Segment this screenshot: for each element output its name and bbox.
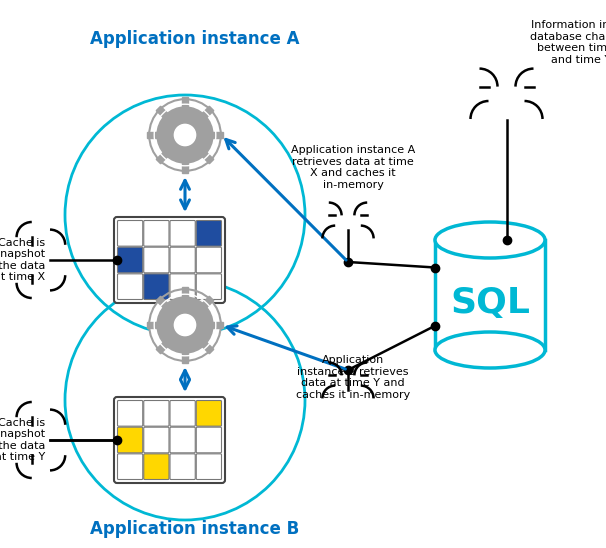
- FancyBboxPatch shape: [118, 220, 143, 246]
- Polygon shape: [156, 106, 168, 118]
- Text: SQL: SQL: [450, 286, 530, 320]
- Text: Cache is
a snapshot
of the data
at time Y: Cache is a snapshot of the data at time …: [0, 418, 45, 463]
- Polygon shape: [212, 132, 222, 138]
- FancyBboxPatch shape: [114, 397, 225, 483]
- Circle shape: [157, 107, 213, 163]
- FancyBboxPatch shape: [114, 217, 225, 303]
- FancyBboxPatch shape: [118, 401, 143, 426]
- Text: Cache is
a snapshot
of the data
at time X: Cache is a snapshot of the data at time …: [0, 238, 45, 282]
- Polygon shape: [212, 322, 222, 328]
- FancyBboxPatch shape: [144, 454, 169, 480]
- FancyBboxPatch shape: [170, 220, 195, 246]
- FancyBboxPatch shape: [196, 247, 222, 273]
- Polygon shape: [202, 296, 214, 308]
- Polygon shape: [182, 287, 188, 298]
- Ellipse shape: [435, 222, 545, 258]
- FancyBboxPatch shape: [144, 401, 169, 426]
- FancyBboxPatch shape: [196, 427, 222, 453]
- FancyBboxPatch shape: [170, 454, 195, 480]
- FancyBboxPatch shape: [170, 247, 195, 273]
- Text: Application instance B: Application instance B: [90, 520, 299, 538]
- FancyBboxPatch shape: [118, 274, 143, 300]
- FancyBboxPatch shape: [170, 274, 195, 300]
- Text: Application instance A: Application instance A: [90, 30, 300, 48]
- Text: Application
instance B retrieves
data at time Y and
caches it in-memory: Application instance B retrieves data at…: [296, 355, 410, 400]
- Polygon shape: [156, 152, 168, 164]
- Polygon shape: [182, 352, 188, 363]
- Polygon shape: [156, 296, 168, 308]
- Polygon shape: [147, 322, 158, 328]
- Text: Information in the
database changes
between time X
and time Y: Information in the database changes betw…: [530, 20, 606, 65]
- Circle shape: [175, 124, 196, 146]
- FancyBboxPatch shape: [170, 401, 195, 426]
- FancyBboxPatch shape: [144, 220, 169, 246]
- Circle shape: [175, 315, 196, 335]
- Polygon shape: [182, 98, 188, 108]
- FancyBboxPatch shape: [196, 220, 222, 246]
- FancyBboxPatch shape: [170, 427, 195, 453]
- Polygon shape: [202, 106, 214, 118]
- FancyBboxPatch shape: [196, 401, 222, 426]
- FancyBboxPatch shape: [196, 454, 222, 480]
- Polygon shape: [156, 342, 168, 354]
- Circle shape: [149, 99, 221, 171]
- Ellipse shape: [435, 332, 545, 368]
- FancyBboxPatch shape: [196, 274, 222, 300]
- Text: Application instance A
retrieves data at time
X and caches it
in-memory: Application instance A retrieves data at…: [291, 145, 415, 190]
- Circle shape: [149, 289, 221, 361]
- FancyBboxPatch shape: [118, 427, 143, 453]
- Polygon shape: [182, 162, 188, 173]
- FancyBboxPatch shape: [144, 274, 169, 300]
- Polygon shape: [202, 152, 214, 164]
- FancyBboxPatch shape: [118, 454, 143, 480]
- FancyBboxPatch shape: [144, 427, 169, 453]
- Polygon shape: [147, 132, 158, 138]
- FancyBboxPatch shape: [118, 247, 143, 273]
- Circle shape: [157, 297, 213, 353]
- FancyBboxPatch shape: [144, 247, 169, 273]
- Polygon shape: [202, 342, 214, 354]
- Polygon shape: [435, 240, 545, 350]
